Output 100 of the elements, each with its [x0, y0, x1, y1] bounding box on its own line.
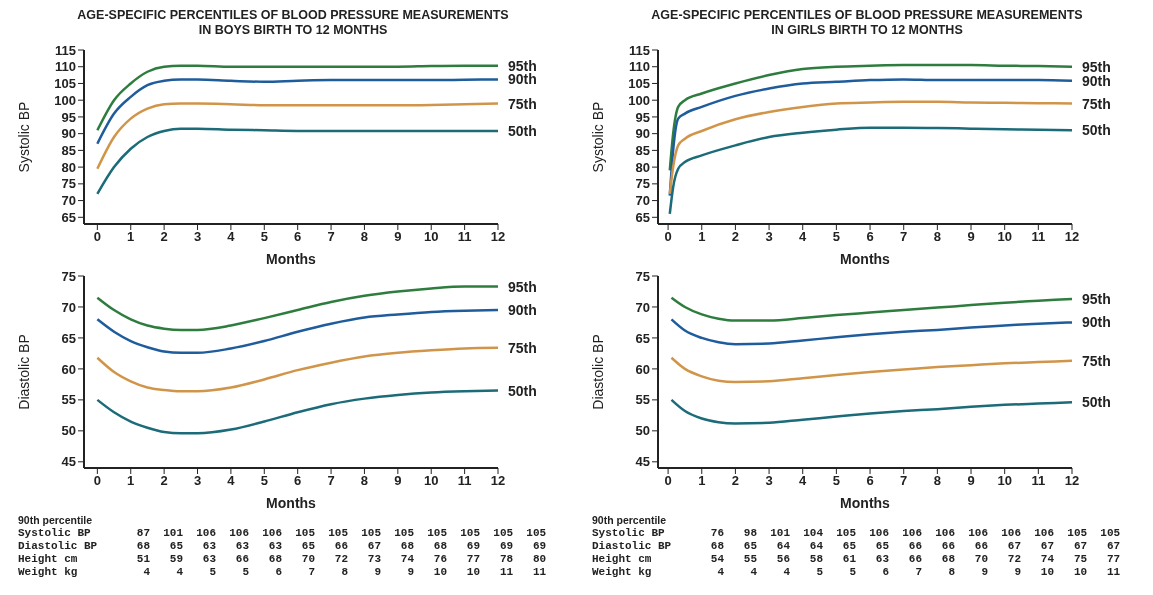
- x-tick-label: 12: [1064, 229, 1080, 245]
- series-label: 90th: [1082, 72, 1111, 89]
- x-tick-label: 11: [1031, 473, 1046, 489]
- text: 90th percentile: [592, 514, 668, 527]
- series-label: 75th: [1082, 95, 1111, 112]
- y-tick-label: 85: [635, 143, 650, 158]
- y-tick-label: 95: [635, 109, 650, 125]
- y-tick-label: 65: [635, 209, 650, 225]
- x-tick-label: 0: [93, 229, 101, 245]
- y-tick-label: 105: [628, 76, 650, 92]
- x-tick-label: 8: [933, 473, 941, 489]
- y-tick-label: 105: [54, 76, 76, 92]
- text: Diastolic BP 68 65 63 63 63 65 66 67 68 68 69 69 69: [18, 540, 548, 553]
- x-tick-label: 1: [698, 473, 706, 489]
- x-tick-label: 12: [1064, 473, 1080, 489]
- x-tick-label: 2: [160, 229, 168, 245]
- text: Systolic BP 76 98 101 104 105 106 106 106 106 106 106 105 105: [592, 527, 1122, 540]
- y-axis-title: Diastolic BP: [589, 334, 606, 410]
- series-label: 75th: [508, 339, 537, 356]
- x-tick-label: 12: [490, 229, 506, 245]
- x-tick-label: 9: [967, 229, 975, 245]
- y-tick-label: 75: [635, 268, 650, 284]
- y-tick-label: 110: [629, 59, 650, 75]
- x-tick-label: 5: [260, 229, 268, 245]
- y-tick-label: 50: [635, 423, 650, 439]
- y-tick-label: 100: [628, 92, 650, 108]
- x-tick-label: 3: [193, 473, 202, 489]
- x-tick-label: 6: [866, 229, 874, 245]
- y-tick-label: 90: [635, 126, 650, 142]
- y-tick-label: 70: [635, 299, 650, 315]
- x-tick-label: 6: [294, 473, 302, 489]
- x-tick-label: 5: [260, 473, 268, 489]
- x-tick-label: 7: [327, 229, 335, 245]
- text: Weight kg 4 4 4 5 5 6 7 8 9 9 10 10 11: [592, 566, 1122, 579]
- y-tick-label: 110: [55, 59, 76, 75]
- text: Height cm 54 55 56 58 61 63 66 68 70 72 74 75 77: [592, 553, 1122, 566]
- x-tick-label: 8: [933, 229, 941, 245]
- x-tick-label: 8: [360, 229, 369, 245]
- y-tick-label: 70: [635, 193, 650, 209]
- series-label: 50th: [508, 122, 537, 139]
- y-tick-label: 50: [61, 423, 76, 439]
- text: 90th percentile: [18, 514, 94, 527]
- x-tick-label: 11: [457, 229, 472, 245]
- x-tick-label: 5: [832, 229, 841, 245]
- y-axis-title: Diastolic BP: [15, 334, 32, 410]
- x-tick-label: 4: [799, 473, 808, 489]
- x-tick-label: 9: [967, 473, 975, 489]
- series-label: 75th: [1082, 352, 1111, 369]
- y-tick-label: 65: [61, 330, 76, 346]
- series-label: 50th: [1082, 122, 1111, 139]
- y-tick-label: 70: [61, 299, 76, 315]
- x-axis-title: Months: [840, 495, 891, 511]
- x-tick-label: 3: [765, 229, 773, 245]
- chart-title: AGE-SPECIFIC PERCENTILES OF BLOOD PRESSURE MEASUREMENTS IN BOYS BIRTH TO 12 MONTHS: [76, 8, 510, 39]
- x-tick-label: 11: [1031, 229, 1046, 245]
- x-tick-label: 6: [866, 473, 874, 489]
- x-tick-label: 4: [227, 473, 236, 489]
- x-tick-label: 1: [698, 229, 706, 245]
- y-tick-label: 65: [635, 330, 650, 346]
- x-tick-label: 2: [731, 473, 740, 489]
- x-tick-label: 4: [799, 229, 808, 245]
- x-tick-label: 4: [227, 229, 236, 245]
- y-tick-label: 115: [629, 42, 650, 58]
- series-label: 95th: [1082, 290, 1111, 307]
- y-tick-label: 65: [61, 209, 76, 225]
- y-tick-label: 90: [61, 126, 76, 142]
- x-tick-label: 7: [327, 473, 335, 489]
- y-tick-label: 45: [61, 454, 76, 470]
- x-tick-label: 6: [294, 229, 302, 245]
- x-tick-label: 0: [93, 473, 101, 489]
- y-tick-label: 55: [635, 392, 650, 408]
- x-tick-label: 2: [160, 473, 168, 489]
- x-axis-title: Months: [266, 251, 317, 267]
- x-tick-label: 2: [731, 229, 740, 245]
- x-tick-label: 8: [360, 473, 369, 489]
- series-label: 95th: [1082, 58, 1111, 75]
- y-tick-label: 55: [61, 392, 76, 408]
- series-label: 50th: [508, 382, 537, 399]
- x-tick-label: 10: [997, 229, 1012, 245]
- text: Weight kg 4 4 5 5 6 7 8 9 9 10 10 11 11: [18, 566, 548, 579]
- x-tick-label: 10: [997, 473, 1012, 489]
- y-tick-label: 75: [635, 176, 650, 192]
- x-tick-label: 9: [394, 229, 402, 245]
- y-tick-label: 115: [55, 42, 76, 58]
- x-tick-label: 0: [664, 473, 672, 489]
- x-tick-label: 7: [900, 473, 908, 489]
- series-label: 95th: [508, 278, 537, 295]
- x-tick-label: 10: [423, 473, 439, 489]
- text: Systolic BP 87 101 106 106 106 105 105 105 105 105 105 105 105: [18, 527, 548, 540]
- y-tick-label: 45: [635, 454, 650, 470]
- text: Height cm 51 59 63 66 68 70 72 73 74 76 77 78 80: [18, 553, 548, 566]
- series-label: 90th: [1082, 314, 1111, 331]
- y-tick-label: 75: [61, 268, 76, 284]
- x-axis-title: Months: [266, 495, 317, 511]
- y-tick-label: 75: [61, 176, 76, 192]
- x-tick-label: 12: [490, 473, 506, 489]
- x-tick-label: 11: [457, 473, 472, 489]
- series-label: 95th: [508, 57, 537, 74]
- x-tick-label: 3: [765, 473, 773, 489]
- x-tick-label: 5: [832, 473, 841, 489]
